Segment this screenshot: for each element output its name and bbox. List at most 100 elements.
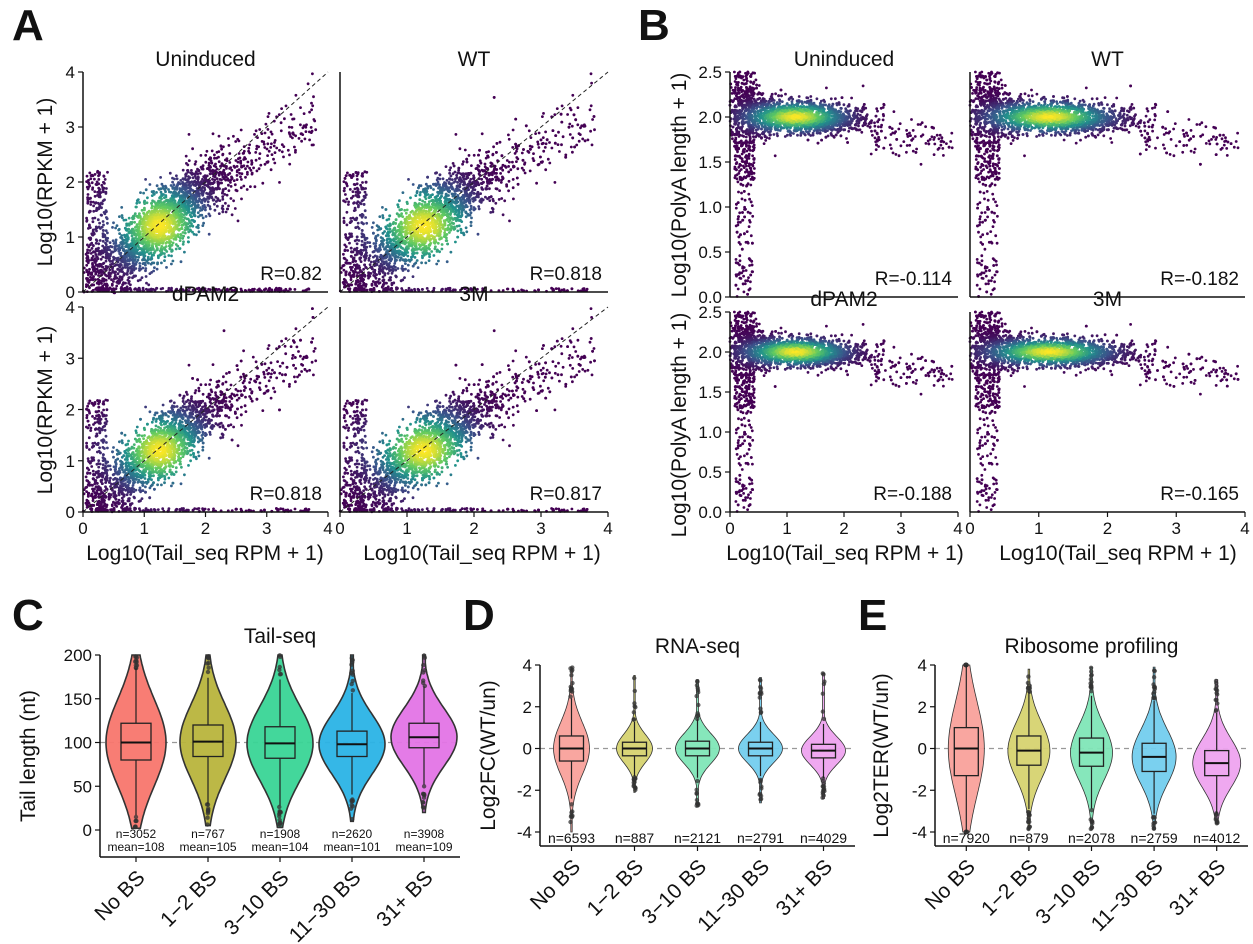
data-point bbox=[580, 124, 584, 128]
data-point bbox=[427, 202, 431, 206]
data-point bbox=[365, 288, 368, 292]
data-point bbox=[122, 218, 126, 222]
data-point bbox=[140, 217, 144, 221]
data-point bbox=[537, 146, 541, 149]
data-point bbox=[240, 178, 243, 181]
data-point bbox=[409, 235, 413, 239]
data-point bbox=[114, 226, 117, 230]
data-point bbox=[308, 110, 311, 114]
data-point bbox=[543, 146, 547, 149]
data-point bbox=[574, 118, 578, 122]
data-point bbox=[185, 187, 188, 191]
data-point bbox=[177, 223, 181, 227]
data-point bbox=[272, 157, 275, 161]
data-point bbox=[451, 162, 455, 165]
data-point bbox=[501, 168, 505, 172]
data-point bbox=[426, 186, 430, 190]
data-point bbox=[444, 165, 448, 169]
data-point bbox=[373, 245, 377, 248]
data-point bbox=[199, 200, 203, 204]
data-point bbox=[460, 213, 464, 217]
data-point bbox=[239, 175, 242, 179]
data-point bbox=[375, 273, 378, 276]
data-point bbox=[560, 143, 563, 147]
data-point bbox=[221, 195, 225, 199]
data-point bbox=[507, 170, 511, 174]
data-point bbox=[147, 244, 151, 248]
data-point bbox=[98, 239, 102, 242]
data-point bbox=[174, 223, 178, 227]
data-point bbox=[280, 107, 283, 110]
data-point bbox=[109, 272, 113, 275]
data-point bbox=[144, 188, 148, 192]
data-point bbox=[417, 216, 421, 220]
data-point bbox=[578, 133, 582, 137]
data-point bbox=[348, 173, 352, 177]
data-point bbox=[200, 208, 204, 212]
data-point bbox=[395, 258, 398, 262]
data-point bbox=[305, 123, 308, 127]
data-point bbox=[91, 228, 95, 232]
data-point bbox=[97, 174, 100, 178]
data-point bbox=[131, 256, 135, 259]
data-point bbox=[494, 175, 497, 179]
data-point bbox=[191, 147, 195, 151]
data-point bbox=[96, 249, 100, 253]
data-point bbox=[216, 197, 220, 201]
data-point bbox=[135, 199, 139, 203]
data-point bbox=[250, 161, 254, 165]
identity-line bbox=[82, 71, 329, 293]
data-point bbox=[243, 156, 247, 159]
data-point bbox=[237, 152, 241, 155]
data-point bbox=[498, 189, 501, 193]
data-point bbox=[150, 226, 154, 230]
data-point bbox=[155, 213, 159, 217]
data-point bbox=[91, 188, 94, 191]
data-point bbox=[208, 205, 212, 208]
data-point bbox=[441, 184, 445, 187]
data-point bbox=[91, 265, 94, 269]
data-point bbox=[111, 226, 114, 229]
data-point bbox=[494, 201, 498, 205]
data-point bbox=[160, 245, 164, 248]
data-point bbox=[244, 175, 247, 179]
data-point bbox=[435, 262, 439, 266]
data-point bbox=[135, 223, 139, 226]
data-point bbox=[186, 217, 190, 221]
data-point bbox=[283, 117, 286, 121]
data-point bbox=[263, 146, 267, 149]
data-point bbox=[237, 157, 240, 161]
data-point bbox=[289, 113, 293, 116]
data-point bbox=[541, 115, 544, 118]
data-point bbox=[553, 181, 557, 184]
data-point bbox=[123, 234, 127, 238]
data-point bbox=[404, 211, 408, 215]
data-point bbox=[98, 188, 101, 191]
data-point bbox=[532, 152, 535, 156]
data-point bbox=[112, 255, 115, 259]
data-point bbox=[439, 201, 443, 204]
data-point bbox=[138, 215, 142, 219]
data-point bbox=[91, 244, 95, 247]
data-point bbox=[347, 236, 350, 240]
data-point bbox=[196, 226, 200, 230]
data-point bbox=[111, 288, 114, 291]
data-point bbox=[371, 280, 375, 283]
data-point bbox=[130, 222, 133, 226]
data-point bbox=[427, 259, 431, 262]
data-point bbox=[461, 162, 464, 166]
data-point bbox=[527, 151, 531, 154]
data-point bbox=[188, 184, 192, 188]
data-point bbox=[160, 231, 164, 235]
data-point bbox=[118, 215, 121, 219]
data-point bbox=[121, 238, 125, 242]
data-point bbox=[221, 207, 225, 211]
data-point bbox=[94, 258, 97, 262]
data-point bbox=[528, 144, 532, 148]
data-point bbox=[499, 181, 503, 184]
data-point bbox=[204, 208, 207, 212]
data-point bbox=[548, 161, 552, 165]
data-point bbox=[454, 133, 458, 136]
data-point bbox=[374, 242, 378, 245]
